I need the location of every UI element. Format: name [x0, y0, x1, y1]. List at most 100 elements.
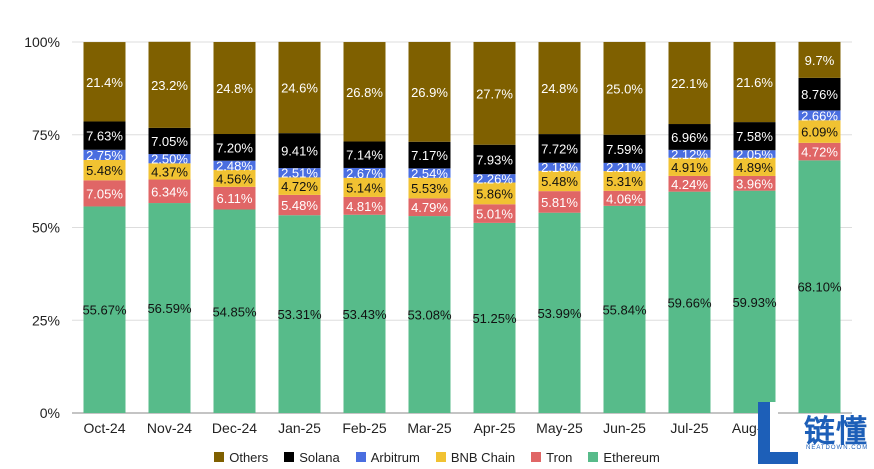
- bar-segment: [603, 190, 646, 206]
- label-bg: [799, 86, 840, 102]
- bar-segment: [733, 157, 776, 176]
- data-label: 2.18%: [541, 160, 578, 175]
- legend-label: Ethereum: [603, 449, 660, 465]
- bar-segment: [603, 205, 646, 413]
- data-label: 53.43%: [342, 307, 387, 322]
- data-label: 2.66%: [801, 108, 838, 123]
- data-label: 4.06%: [606, 191, 643, 206]
- legend-item: Tron: [531, 450, 572, 465]
- x-tick-label: Jul-25: [670, 420, 708, 436]
- data-label: 2.12%: [671, 147, 708, 162]
- data-label: 23.2%: [151, 78, 188, 93]
- data-label: 4.72%: [801, 145, 838, 160]
- label-bg: [734, 128, 775, 144]
- x-tick-label: Jun-25: [603, 420, 646, 436]
- bar-segment: [733, 175, 776, 191]
- data-label: 2.26%: [476, 171, 513, 186]
- legend-swatch: [214, 452, 225, 462]
- bar-segment: [278, 215, 321, 413]
- bar-segment: [733, 190, 776, 413]
- bar-segment: [148, 41, 191, 128]
- label-bg: [214, 139, 255, 155]
- bar-segment: [538, 212, 581, 413]
- legend-item: Ethereum: [588, 449, 660, 465]
- bar-segment: [668, 42, 711, 125]
- legend-item: Solana: [284, 449, 340, 465]
- bar-segment: [668, 191, 711, 413]
- data-label: 5.14%: [346, 180, 383, 195]
- data-label: 59.93%: [732, 295, 777, 310]
- data-label: 5.48%: [281, 198, 318, 213]
- data-label: 4.81%: [346, 199, 383, 214]
- data-label: 4.56%: [216, 171, 253, 186]
- y-tick-label: 100%: [24, 34, 60, 50]
- data-label: 5.48%: [541, 174, 578, 189]
- bar-segment: [148, 163, 191, 180]
- data-label: 5.86%: [476, 186, 513, 201]
- bar-segment: [538, 162, 581, 171]
- legend-swatch: [355, 452, 366, 462]
- bar-segment: [798, 41, 841, 78]
- bar-segment: [603, 171, 646, 191]
- bar-segment: [798, 142, 841, 161]
- data-label: 2.05%: [736, 147, 773, 162]
- bar-segment: [668, 149, 711, 158]
- data-label: 4.79%: [411, 200, 448, 215]
- bar-segment: [213, 42, 256, 135]
- data-label: 7.63%: [86, 129, 123, 144]
- data-label: 7.72%: [541, 141, 578, 156]
- legend-item: Others: [214, 450, 268, 465]
- bar-segment: [408, 177, 451, 199]
- data-label: 7.05%: [151, 134, 188, 149]
- data-label: 6.09%: [801, 125, 838, 140]
- y-tick-label: 75%: [32, 127, 60, 143]
- data-label: 7.59%: [606, 142, 643, 157]
- y-tick-label: 25%: [32, 312, 60, 328]
- data-label: 27.7%: [476, 86, 513, 101]
- label-bg: [344, 146, 385, 162]
- bar-segment: [408, 41, 451, 142]
- stacked-bar-chart: 0%25%50%75%100%55.67%7.05%5.48%2.75%7.63…: [24, 34, 852, 436]
- bar-segment: [148, 203, 191, 413]
- data-label: 5.48%: [86, 163, 123, 178]
- data-label: 2.21%: [606, 160, 643, 175]
- data-label: 2.54%: [411, 166, 448, 181]
- data-label: 24.8%: [541, 81, 578, 96]
- data-label: 7.20%: [216, 140, 253, 155]
- data-label: 4.24%: [671, 177, 708, 192]
- bar-segment: [83, 159, 126, 181]
- watermark-l-icon: [758, 402, 798, 464]
- legend-swatch: [435, 452, 446, 462]
- data-label: 21.6%: [736, 75, 773, 90]
- legend-label: Solana: [299, 449, 340, 465]
- bar-segment: [278, 194, 321, 216]
- bar-segment: [473, 174, 516, 183]
- data-label: 7.17%: [411, 148, 448, 163]
- watermark-text: 链懂: [804, 414, 868, 450]
- data-label: 2.51%: [281, 166, 318, 181]
- data-label: 5.31%: [606, 174, 643, 189]
- bar-segment: [473, 204, 516, 223]
- data-label: 6.34%: [151, 184, 188, 199]
- label-bg: [149, 132, 190, 148]
- bar-segment: [408, 198, 451, 217]
- data-label: 6.11%: [217, 191, 253, 206]
- x-tick-label: Jan-25: [278, 420, 321, 436]
- watermark-logo: 链懂 NEATDOWN.COM: [752, 398, 874, 466]
- bar-segment: [798, 120, 841, 143]
- bar-segment: [473, 222, 516, 413]
- data-label: 2.67%: [346, 166, 383, 181]
- data-label: 2.50%: [151, 152, 188, 167]
- label-bg: [409, 147, 450, 163]
- bar-segment: [278, 177, 321, 195]
- legend-item: Arbitrum: [355, 450, 420, 465]
- bar-segment: [213, 169, 256, 187]
- bar-segment: [278, 41, 321, 134]
- data-label: 6.96%: [671, 130, 708, 145]
- data-label: 7.14%: [346, 148, 383, 163]
- bar-segment: [148, 179, 191, 204]
- data-label: 3.96%: [736, 176, 773, 191]
- data-label: 24.8%: [216, 81, 253, 96]
- data-label: 7.05%: [86, 186, 123, 201]
- x-tick-label: Nov-24: [147, 420, 192, 436]
